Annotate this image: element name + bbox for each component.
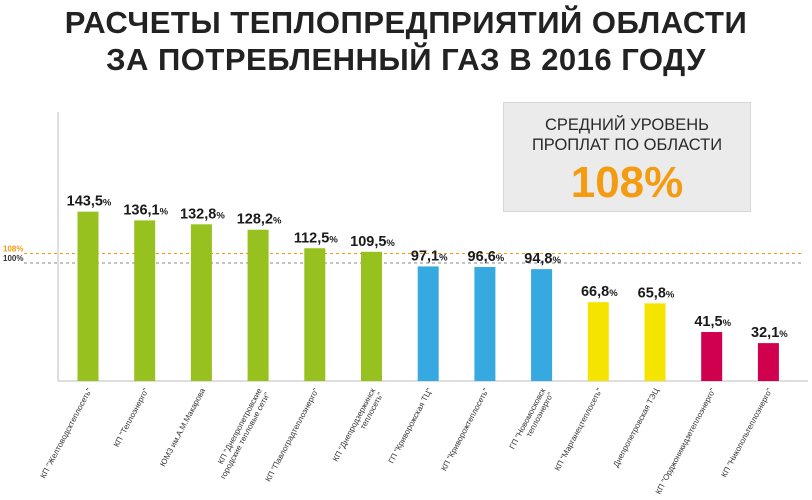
bar-9 [531,269,553,381]
bar-value-label-1: 143,5% [67,194,112,210]
category-label-5: КП "Павлоградтеплоэнерго" [264,387,321,484]
bar-12 [701,332,723,381]
bar-2 [134,220,156,381]
category-label-11: Днепропетровская ТЭЦ [612,387,661,469]
bar-4 [247,229,269,381]
bar-value-label-3: 132,8% [180,206,225,222]
bar-3 [190,224,212,381]
average-payment-label-line-1: СРЕДНИЙ УРОВЕНЬ [544,116,710,134]
bar-10 [587,302,609,381]
average-payment-value: 108% [570,158,684,207]
category-label-2: КП "Теплоэнерго" [112,387,151,449]
bar-1 [77,211,99,381]
category-label-4: КП "Днепропетровскиегородские тепловые с… [211,386,273,480]
bar-value-label-11: 65,8% [638,285,675,301]
reference-label-108: 108% [3,245,23,254]
category-label-7: ГП "Криворожская ТЦ" [387,387,434,465]
bar-value-label-2: 136,1% [123,202,168,218]
category-label-1: КП "Желтоводсктеплосеть" [39,387,94,480]
category-label-13: КП "Никопольтеплоэнерго" [719,387,774,479]
reference-label-100: 100% [3,254,23,263]
bar-7 [417,266,439,381]
category-label-8: КП "Криворожтеплосеть" [439,387,490,473]
bar-value-label-5: 112,5% [294,230,339,246]
bar-value-label-8: 96,6% [468,249,505,265]
bar-8 [474,267,496,381]
bar-value-label-10: 66,8% [581,284,618,300]
bar-6 [361,251,382,381]
average-payment-label: СРЕДНИЙ УРОВЕНЬ ПРОПЛАТ ПО ОБЛАСТИ [504,115,750,155]
category-label-3: ЮМЗ им.А.М.Макарова [158,386,207,468]
average-payment-box: СРЕДНИЙ УРОВЕНЬ ПРОПЛАТ ПО ОБЛАСТИ 108% [503,102,751,212]
bar-13 [757,343,779,381]
bar-value-label-4: 128,2% [237,212,282,228]
category-label-12: КП "Орджоникидзетеплоэнерго" [654,387,718,496]
category-label-9: ГП "Новомосковсктеплоэнерго" [508,386,556,455]
chart-title-line-2: ЗА ПОТРЕБЛЕННЫЙ ГАЗ В 2016 ГОДУ [106,42,706,77]
average-payment-label-line-2: ПРОПЛАТ ПО ОБЛАСТИ [531,136,723,154]
bar-11 [644,303,666,381]
bar-value-label-13: 32,1% [751,325,788,341]
category-label-10: КП "Марганецтеплосеть" [553,387,604,473]
bar-5 [304,248,326,381]
bar-value-label-12: 41,5% [694,314,731,330]
chart-title-line-1: РАСЧЕТЫ ТЕПЛОПРЕДПРИЯТИЙ ОБЛАСТИ [64,5,748,40]
chart-title: РАСЧЕТЫ ТЕПЛОПРЕДПРИЯТИЙ ОБЛАСТИ ЗА ПОТР… [0,4,812,78]
bar-value-label-9: 94,8% [524,251,561,267]
category-label-6: КП "Днепродзержинсктеплосеть" [331,386,385,467]
bar-value-label-7: 97,1% [411,248,448,264]
bar-value-label-6: 109,5% [350,234,395,250]
